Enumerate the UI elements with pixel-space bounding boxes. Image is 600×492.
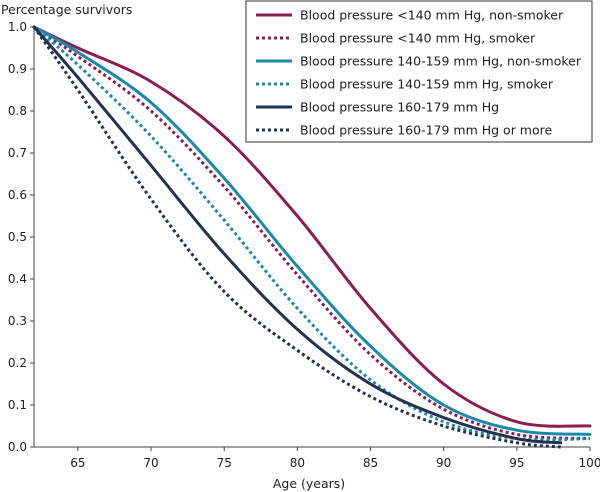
series-line-4 [33, 25, 591, 442]
y-tick-label: 0.7 [8, 146, 27, 160]
x-tick-label: 80 [290, 456, 305, 470]
y-tick-label: 0.6 [8, 188, 27, 202]
series-line-6 [32, 26, 561, 449]
y-tick-label: 0.4 [8, 272, 27, 286]
series-line-1 [32, 25, 592, 428]
x-tick-labels: 65 70 75 80 85 90 95 100 [70, 447, 600, 470]
x-tick-label: 65 [70, 456, 85, 470]
legend-label: Blood pressure 160-179 mm Hg [300, 100, 499, 115]
y-tick-label: 0.0 [8, 440, 27, 454]
legend-label: Blood pressure <140 mm Hg, non-smoker [300, 8, 564, 23]
x-tick-label: 90 [436, 456, 451, 470]
y-tick-label: 0.9 [8, 62, 27, 76]
legend-label: Blood pressure <140 mm Hg, smoker [300, 31, 536, 46]
legend: Blood pressure <140 mm Hg, non-smoker Blo… [245, 0, 593, 143]
y-tick-label: 0.1 [8, 398, 27, 412]
legend-frame [245, 0, 593, 143]
legend-label: Blood pressure 160-179 mm Hg or more [300, 123, 553, 138]
series-line-5 [32, 25, 563, 445]
y-tick-label: 1.0 [8, 20, 27, 34]
x-tick-label: 70 [143, 456, 158, 470]
legend-label: Blood pressure 140-159 mm Hg, smoker [300, 77, 554, 92]
x-tick-label: 85 [363, 456, 378, 470]
y-tick-labels: 0.0 0.1 0.2 0.3 0.4 0.5 0.6 0.7 0.8 0.9 1.0 [8, 20, 34, 454]
series-layer [32, 25, 592, 449]
series-line-3 [32, 25, 592, 436]
x-axis-title: Age (years) [273, 476, 345, 491]
legend-label: Blood pressure 140-159 mm Hg, non-smoker [300, 54, 582, 69]
y-tick-label: 0.2 [8, 356, 27, 370]
y-tick-label: 0.3 [8, 314, 27, 328]
x-tick-label: 95 [509, 456, 524, 470]
y-axis-title: Percentage survivors [1, 2, 132, 17]
y-tick-label: 0.5 [8, 230, 27, 244]
x-tick-label: 75 [217, 456, 232, 470]
y-tick-label: 0.8 [8, 104, 27, 118]
x-tick-label: 100 [579, 456, 600, 470]
